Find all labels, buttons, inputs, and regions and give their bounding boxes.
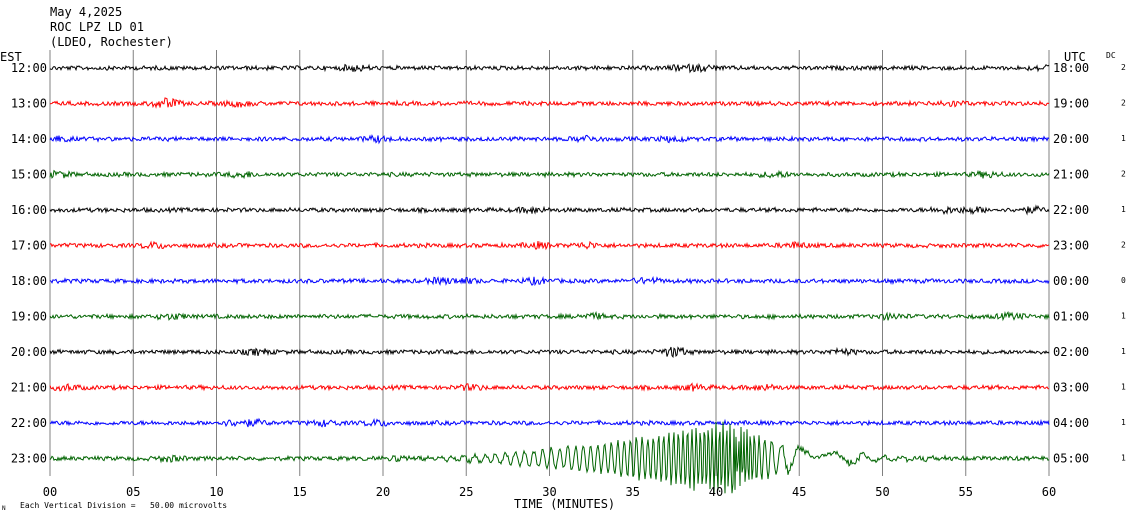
x-tick-label: 55 (959, 485, 973, 499)
seismic-trace-row (49, 421, 1050, 494)
x-tick-label: 30 (542, 485, 556, 499)
dc-offset-value: 1 (1121, 205, 1126, 214)
est-row-label: 18:00 (11, 274, 47, 288)
utc-row-label: 05:00 (1053, 452, 1089, 466)
est-row-label: 15:00 (11, 168, 47, 182)
seismic-trace-row (49, 382, 1050, 392)
corner-mark: N (2, 505, 6, 512)
x-tick-label: 05 (126, 485, 140, 499)
utc-row-label: 22:00 (1053, 203, 1089, 217)
utc-row-label: 18:00 (1053, 61, 1089, 75)
seismic-trace-row (49, 240, 1050, 251)
dc-offset-value: 1 (1121, 312, 1126, 321)
dc-offset-value: 1 (1121, 454, 1126, 463)
x-tick-label: 45 (792, 485, 806, 499)
utc-row-label: 04:00 (1053, 416, 1089, 430)
x-tick-label: 50 (875, 485, 889, 499)
seismic-trace-row (49, 346, 1050, 358)
utc-timezone-label: UTC (1064, 50, 1086, 64)
dc-offset-value: 2 (1121, 99, 1126, 108)
utc-row-label: 01:00 (1053, 310, 1089, 324)
x-tick-label: 00 (43, 485, 57, 499)
x-tick-label: 25 (459, 485, 473, 499)
seismic-trace-row (49, 417, 1050, 428)
utc-row-label: 00:00 (1053, 274, 1089, 288)
seismic-trace-row (49, 275, 1050, 287)
x-tick-label: 60 (1042, 485, 1056, 499)
est-row-label: 14:00 (11, 132, 47, 146)
est-row-label: 23:00 (11, 452, 47, 466)
utc-row-label: 19:00 (1053, 97, 1089, 111)
dc-offset-value: 1 (1121, 347, 1126, 356)
x-tick-label: 35 (626, 485, 640, 499)
network-name: (LDEO, Rochester) (50, 35, 173, 49)
est-row-label: 20:00 (11, 345, 47, 359)
est-timezone-label: EST (0, 50, 22, 64)
seismic-trace-row (49, 62, 1050, 74)
station-code: ROC LPZ LD 01 (50, 20, 144, 34)
seismic-trace-row (49, 134, 1050, 145)
utc-row-label: 03:00 (1053, 381, 1089, 395)
dc-offset-value: 0 (1121, 276, 1126, 285)
est-row-label: 13:00 (11, 97, 47, 111)
recording-date: May 4,2025 (50, 5, 123, 19)
seismic-trace-row (49, 169, 1050, 180)
est-row-label: 17:00 (11, 239, 47, 253)
x-tick-label: 40 (709, 485, 723, 499)
x-tick-label: 20 (376, 485, 390, 499)
x-tick-label: 15 (293, 485, 307, 499)
utc-row-label: 02:00 (1053, 345, 1089, 359)
scale-note: Each Vertical Division = 50.00 microvolt… (20, 501, 228, 510)
seismic-trace-row (49, 97, 1050, 109)
dc-offset-header: DC (1106, 51, 1116, 60)
dc-offset-value: 2 (1121, 63, 1126, 72)
est-row-label: 19:00 (11, 310, 47, 324)
seismic-trace-row (49, 310, 1050, 322)
x-tick-label: 10 (209, 485, 223, 499)
utc-row-label: 21:00 (1053, 168, 1089, 182)
dc-offset-value: 1 (1121, 383, 1126, 392)
x-axis-title: TIME (MINUTES) (514, 497, 616, 511)
dc-offset-value: 1 (1121, 134, 1126, 143)
seismic-traces (49, 62, 1050, 494)
dc-offset-value: 1 (1121, 418, 1126, 427)
dc-offset-value: 2 (1121, 170, 1126, 179)
est-row-label: 22:00 (11, 416, 47, 430)
time-gridlines (49, 50, 1050, 476)
est-row-label: 12:00 (11, 61, 47, 75)
seismic-trace-row (49, 204, 1050, 216)
utc-row-label: 20:00 (1053, 132, 1089, 146)
est-row-label: 16:00 (11, 203, 47, 217)
utc-row-label: 23:00 (1053, 239, 1089, 253)
est-row-label: 21:00 (11, 381, 47, 395)
dc-offset-value: 2 (1121, 241, 1126, 250)
